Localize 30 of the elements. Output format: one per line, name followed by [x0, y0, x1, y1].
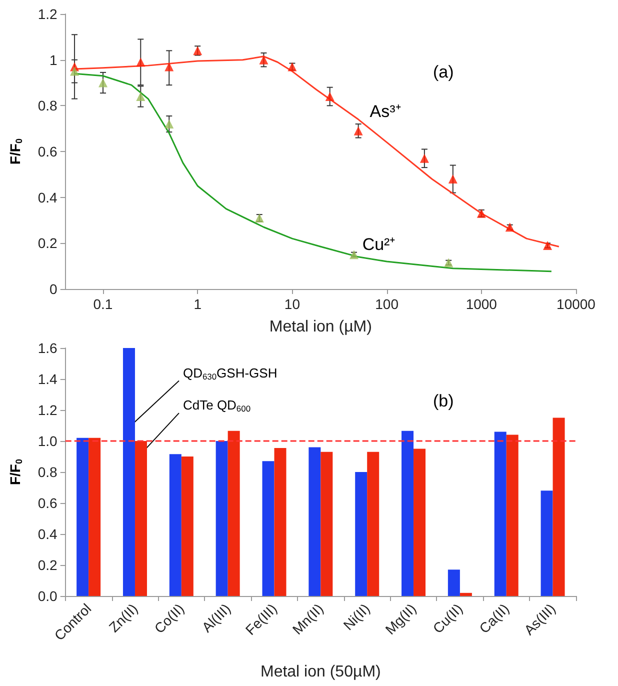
y-tick-label: 0.6	[38, 144, 58, 160]
x-tick-label: 1000	[466, 296, 498, 312]
y-tick-label: 1.6	[38, 340, 58, 356]
annotation: Cu²⁺	[362, 234, 396, 254]
y-tick-label: 1.4	[38, 371, 58, 387]
x-axis-title: Metal ion (50µM)	[260, 664, 381, 680]
y-tick-label: 0.2	[38, 235, 58, 252]
y-tick-label: 1.2	[38, 6, 58, 22]
x-tick-label: 100	[375, 296, 399, 312]
y-tick-label: 1.2	[38, 402, 58, 418]
x-tick-label: 1	[194, 296, 202, 312]
annotation: (a)	[433, 62, 454, 82]
x-tick-label: 0.1	[93, 296, 113, 312]
x-tick-label: 10	[284, 296, 300, 312]
annotation: (b)	[433, 392, 454, 411]
y-tick-label: 0.8	[38, 464, 58, 480]
x-axis-title: Metal ion (µM)	[269, 318, 372, 336]
y-tick-label: 0.0	[38, 588, 58, 604]
y-tick-label: 0.6	[38, 495, 58, 511]
y-tick-label: 0.8	[38, 98, 58, 114]
annotation: As³⁺	[370, 102, 402, 121]
y-tick-label: 1	[50, 52, 58, 68]
y-tick-label: 1.0	[38, 433, 58, 449]
y-tick-label: 0.4	[38, 526, 58, 542]
x-tick-label: 10000	[556, 296, 596, 312]
y-tick-label: 0.2	[38, 557, 58, 573]
y-axis-title: F/F0	[7, 138, 24, 165]
y-tick-label: 0	[50, 281, 58, 297]
y-axis-title: F/F0	[7, 458, 24, 486]
y-tick-label: 0.4	[38, 189, 58, 206]
